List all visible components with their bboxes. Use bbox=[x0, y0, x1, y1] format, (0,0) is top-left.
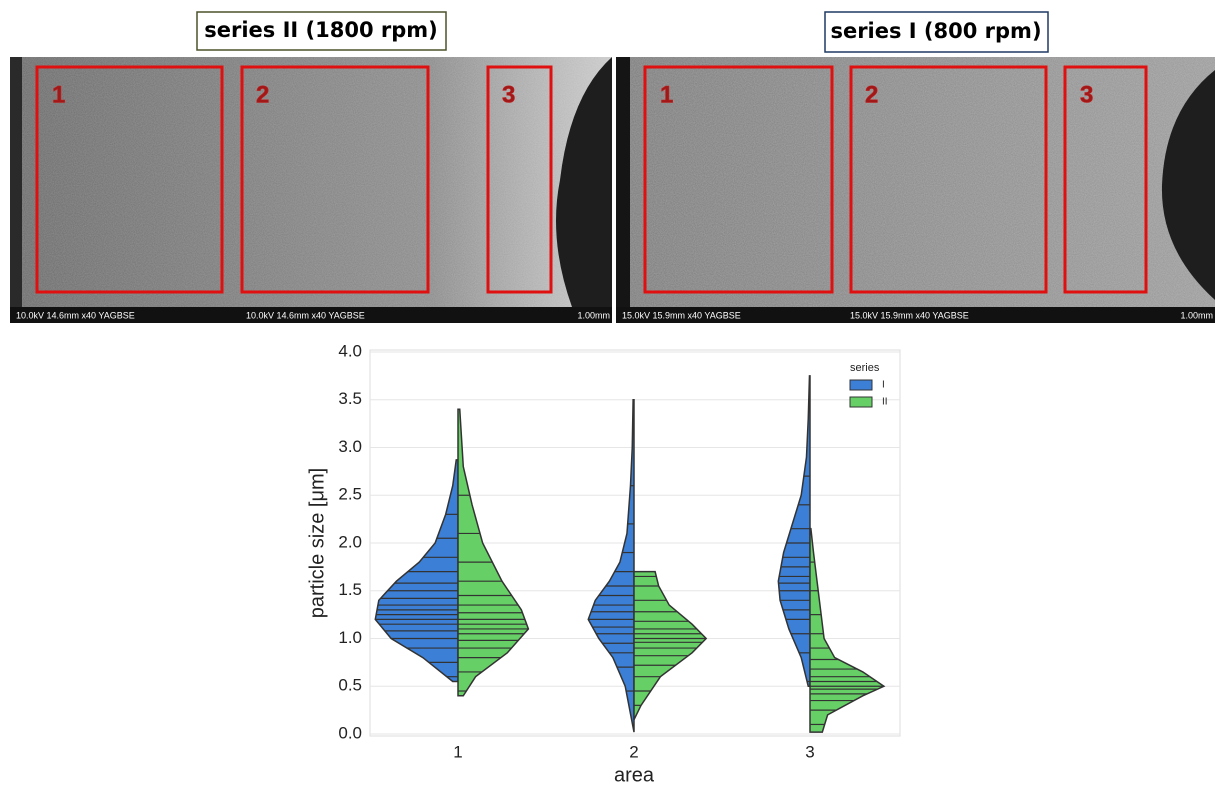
panel-label: series I (800 rpm) bbox=[830, 19, 1041, 43]
x-tick-label: 3 bbox=[805, 742, 814, 761]
legend-swatch bbox=[849, 396, 873, 408]
legend-title: series bbox=[850, 362, 880, 374]
y-tick-label: 3.5 bbox=[338, 389, 362, 408]
panel-label: series II (1800 rpm) bbox=[204, 18, 438, 42]
sem-scale: 1.00mm bbox=[1180, 310, 1213, 320]
legend-label: II bbox=[882, 397, 888, 408]
x-tick-label: 2 bbox=[629, 742, 638, 761]
label-box bbox=[824, 11, 1049, 53]
region-label: 1 bbox=[660, 81, 673, 108]
sem-scale: 1.00mm bbox=[577, 310, 610, 320]
x-axis-label: area bbox=[614, 764, 655, 786]
sem-info: 10.0kV 14.6mm x40 YAGBSE bbox=[246, 310, 365, 320]
region-label: 3 bbox=[1080, 81, 1093, 108]
x-tick-label: 1 bbox=[453, 742, 462, 761]
y-tick-label: 2.0 bbox=[338, 532, 362, 551]
legend-label: I bbox=[882, 380, 885, 391]
region-boxes bbox=[35, 65, 1148, 294]
y-tick-label: 1.0 bbox=[338, 628, 362, 647]
y-tick-label: 1.5 bbox=[338, 580, 362, 599]
sem-info: 15.0kV 15.9mm x40 YAGBSE bbox=[622, 310, 741, 320]
sem-info: 10.0kV 14.6mm x40 YAGBSE bbox=[16, 310, 135, 320]
violin bbox=[633, 570, 708, 721]
y-tick-label: 2.5 bbox=[338, 485, 362, 504]
y-tick-label: 0.5 bbox=[338, 676, 362, 695]
region-label: 1 bbox=[52, 81, 65, 108]
sem-image-left bbox=[10, 57, 612, 323]
legend-swatch bbox=[849, 379, 873, 391]
label-box bbox=[196, 11, 447, 51]
region-label: 2 bbox=[865, 81, 878, 108]
sem-info: 15.0kV 15.9mm x40 YAGBSE bbox=[850, 310, 969, 320]
y-tick-label: 3.0 bbox=[338, 437, 362, 456]
region-label: 2 bbox=[256, 81, 269, 108]
y-axis-label: particle size [μm] bbox=[306, 468, 328, 618]
y-tick-label: 0.0 bbox=[338, 723, 362, 742]
sem-image-right bbox=[616, 57, 1215, 323]
region-label: 3 bbox=[502, 81, 515, 108]
y-tick-label: 4.0 bbox=[338, 341, 362, 360]
